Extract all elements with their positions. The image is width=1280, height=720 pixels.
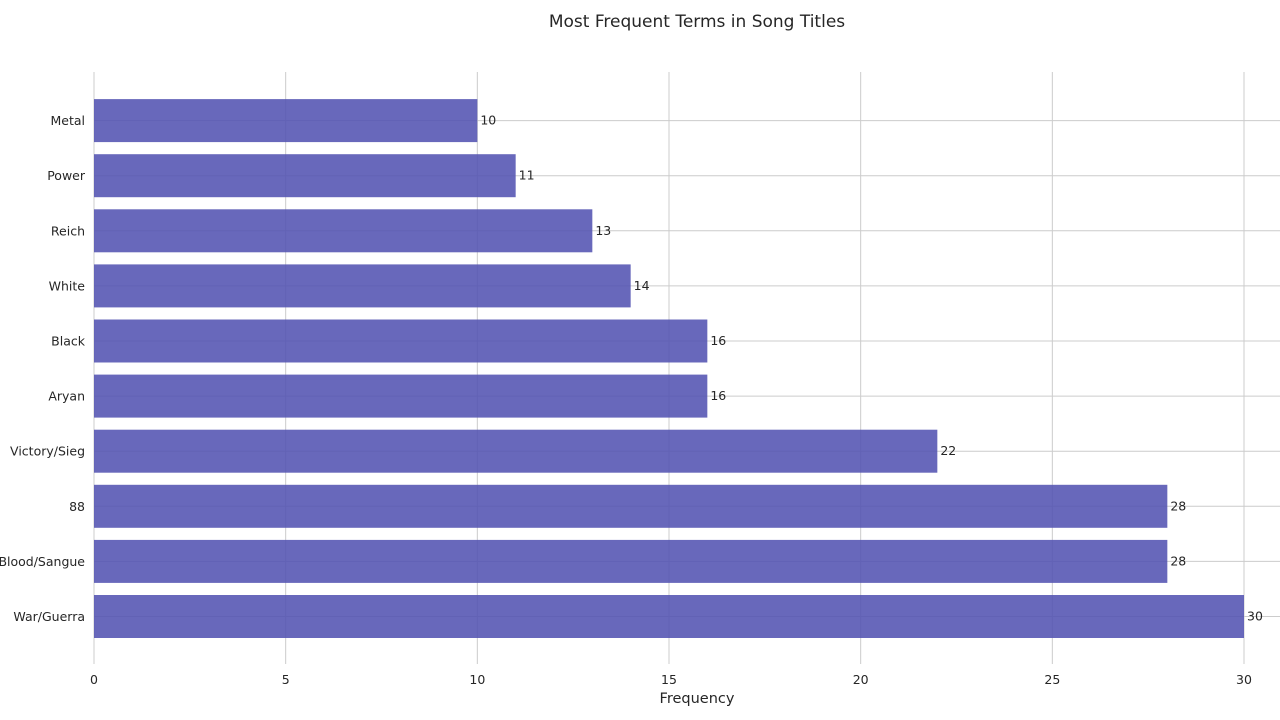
- data-label: 13: [595, 223, 611, 238]
- data-label: 22: [940, 443, 956, 458]
- data-label: 11: [519, 168, 535, 183]
- data-label: 28: [1170, 498, 1186, 513]
- bar: [94, 429, 938, 473]
- y-tick-label: 88: [69, 499, 85, 514]
- y-tick-label: Victory/Sieg: [10, 444, 85, 459]
- y-axis-ticks: War/Guerra Blood/Sangue 88 Victory/Sieg Arya…: [0, 113, 86, 624]
- y-tick-label: Black: [51, 334, 86, 349]
- bar: [94, 99, 478, 143]
- x-axis-label: Frequency: [660, 691, 735, 707]
- y-tick-label: White: [49, 278, 86, 293]
- bar: [94, 209, 593, 253]
- data-label: 16: [710, 388, 726, 403]
- x-tick-label: 20: [853, 672, 869, 687]
- y-tick-label: War/Guerra: [13, 609, 85, 624]
- bar: [94, 374, 708, 418]
- y-tick-label: Power: [47, 168, 86, 183]
- bar: [94, 154, 516, 198]
- x-axis-ticks: 0 5 10 15 20 25 30: [90, 672, 1252, 687]
- data-label: 28: [1170, 553, 1186, 568]
- bar-layer: [94, 99, 1244, 638]
- y-tick-label: Aryan: [48, 389, 85, 404]
- bar: [94, 319, 708, 363]
- chart-title: Most Frequent Terms in Song Titles: [549, 12, 845, 32]
- x-tick-label: 0: [90, 672, 98, 687]
- data-label: 14: [634, 278, 650, 293]
- y-tick-label: Blood/Sangue: [0, 554, 85, 569]
- data-label: 16: [710, 333, 726, 348]
- y-tick-label: Metal: [50, 113, 85, 128]
- bar: [94, 484, 1168, 528]
- x-tick-label: 10: [469, 672, 485, 687]
- x-tick-label: 30: [1236, 672, 1252, 687]
- x-tick-label: 15: [661, 672, 677, 687]
- label-layer: 30 28 28 22 16 16 14 13 11 10: [480, 113, 1263, 624]
- bar: [94, 264, 631, 308]
- x-tick-label: 25: [1044, 672, 1060, 687]
- data-label: 10: [480, 113, 496, 128]
- bar: [94, 539, 1168, 583]
- x-tick-label: 5: [282, 672, 290, 687]
- y-tick-label: Reich: [51, 223, 85, 238]
- bar: [94, 595, 1244, 638]
- data-label: 30: [1247, 609, 1263, 624]
